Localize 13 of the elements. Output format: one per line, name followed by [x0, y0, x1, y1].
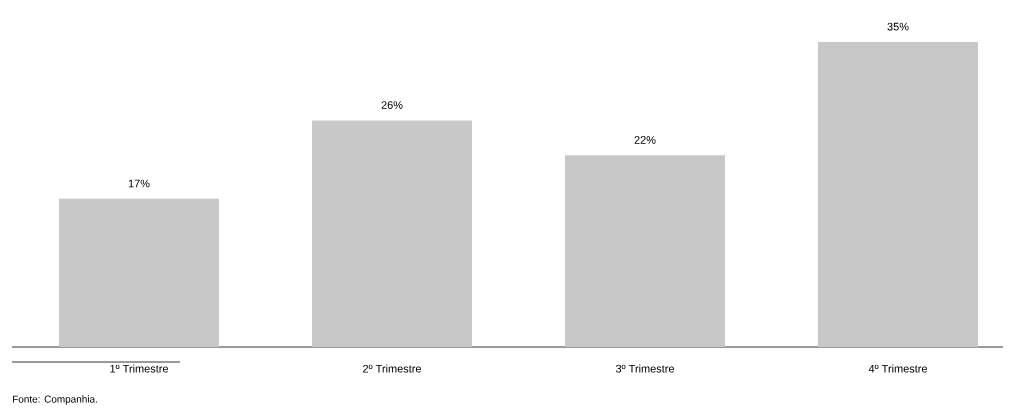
data-label: 17% [128, 179, 150, 188]
x-tick-label: 3º Trimestre [615, 364, 675, 373]
x-tick-label: 4º Trimestre [868, 364, 928, 373]
bar [818, 42, 979, 347]
bar [59, 198, 220, 347]
data-label: 35% [887, 22, 909, 31]
x-tick-label: 1º Trimestre [110, 364, 169, 373]
source-note: Fonte: Companhia. [13, 395, 97, 405]
x-tick-label: 2º Trimestre [363, 364, 422, 373]
bar [565, 155, 726, 347]
data-label: 22% [634, 136, 656, 144]
bar [312, 120, 473, 347]
data-label: 26% [381, 101, 403, 109]
